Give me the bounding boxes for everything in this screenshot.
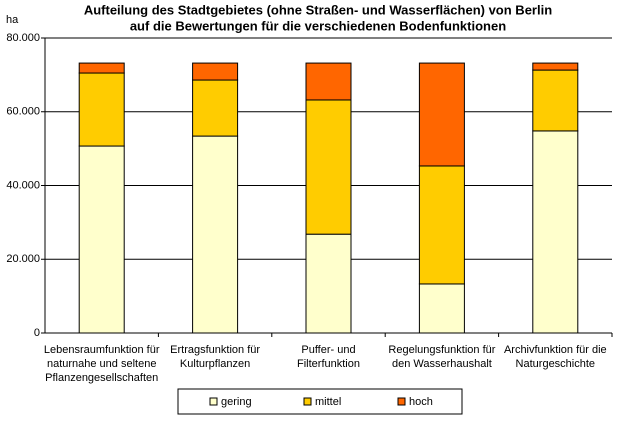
x-tick-label: Puffer- und <box>301 344 355 356</box>
y-axis-label: ha <box>6 14 19 26</box>
legend-label: gering <box>221 396 252 408</box>
x-tick-label: Archivfunktion für die <box>504 344 607 356</box>
bar-segment <box>305 62 352 101</box>
x-tick-label: Regelungsfunktion für <box>388 344 495 356</box>
x-tick-label: den Wasserhaushalt <box>392 358 492 370</box>
bar-segment <box>78 62 125 74</box>
bar-segment <box>418 283 465 334</box>
bar-segment <box>192 79 239 137</box>
x-tick-label: naturnahe und seltene <box>47 358 156 370</box>
bar-segment <box>418 62 465 167</box>
x-tick-label: Filterfunktion <box>297 358 360 370</box>
bar-segment <box>532 69 579 132</box>
legend-swatch <box>397 397 406 406</box>
legend-swatch <box>209 397 218 406</box>
bar-segment <box>532 130 579 334</box>
bar-segment <box>192 135 239 334</box>
x-tick-label: Naturgeschichte <box>516 358 596 370</box>
bar-segment <box>78 145 125 334</box>
y-tick-label: 60.000 <box>6 106 40 118</box>
chart-title: Aufteilung des Stadtgebietes (ohne Straß… <box>84 2 552 17</box>
y-tick-label: 80.000 <box>6 32 40 44</box>
y-tick-label: 40.000 <box>6 179 40 191</box>
y-tick-label: 20.000 <box>6 253 40 265</box>
legend-label: mittel <box>315 396 341 408</box>
x-tick-label: Pflanzengesellschaften <box>45 372 158 384</box>
legend-swatch <box>303 397 312 406</box>
bar-segment <box>192 62 239 81</box>
x-tick-label: Kulturpflanzen <box>180 358 250 370</box>
bar-segment <box>532 62 579 71</box>
bar-segment <box>305 233 352 334</box>
bar-segment <box>305 99 352 235</box>
x-tick-label: Ertragsfunktion für <box>170 344 260 356</box>
bar-segment <box>418 165 465 285</box>
y-tick-label: 0 <box>34 327 40 339</box>
bar-segment <box>78 72 125 147</box>
legend-box <box>177 388 463 415</box>
x-tick-label: Lebensraumfunktion für <box>44 344 160 356</box>
chart-title: auf die Bewertungen für die verschiedene… <box>130 18 506 33</box>
legend-label: hoch <box>409 396 433 408</box>
